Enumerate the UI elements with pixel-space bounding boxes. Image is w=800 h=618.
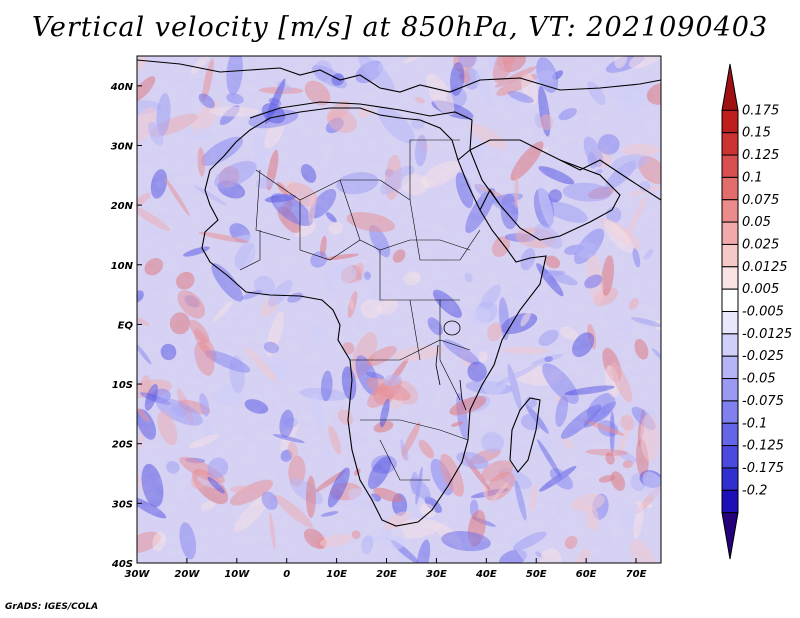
colorbar-segment [721, 154, 739, 178]
colorbar-segment [721, 199, 739, 223]
colorbar-segment [721, 311, 739, 335]
mediterranean-coastline [249, 101, 473, 151]
y-tick-label: 30S [112, 499, 133, 510]
footer-credit: GrADS: IGES/COLA [5, 602, 99, 612]
red-sea-coastline [457, 149, 501, 211]
colorbar-segment [721, 467, 739, 491]
map-area [137, 56, 661, 563]
colorbar-segment [721, 355, 739, 380]
colorbar-segment [721, 243, 739, 268]
colorbar-segment [721, 288, 739, 312]
coastlines [137, 59, 661, 527]
colorbar-label: 0.15 [742, 126, 771, 141]
colorbar-segment [721, 176, 739, 201]
colorbar-segment [721, 132, 739, 156]
colorbar-label: -0.0125 [742, 327, 792, 342]
y-tick-label: 40N [110, 82, 134, 93]
colorbar-label: 0.005 [742, 282, 779, 297]
colorbar-label: 0.125 [742, 148, 779, 163]
colorbar-label: 0.05 [742, 215, 771, 230]
x-tick-label: 20E [376, 569, 397, 580]
colorbar-label: 0.025 [742, 237, 779, 252]
lakes [435, 320, 467, 411]
texture-overlay [137, 56, 661, 563]
colorbar-label: -0.05 [742, 372, 776, 387]
colorbar-label: -0.075 [742, 394, 784, 409]
y-axis: 40N 30N 20N 10N EQ 10S 20S 30S 40S [110, 82, 142, 570]
colorbar-label: -0.005 [742, 305, 784, 320]
colorbar-label: -0.1 [742, 416, 767, 431]
x-tick-label: 60E [576, 569, 597, 580]
colorbar-label: 0.1 [742, 170, 763, 185]
colorbar-segment [721, 266, 739, 290]
colorbar-segment [721, 400, 739, 424]
colorbar-segment [721, 445, 739, 469]
map-frame [136, 55, 662, 564]
chart-title: Vertical velocity [m/s] at 850hPa, VT: 2… [31, 12, 769, 43]
y-tick-label: 20N [111, 201, 134, 212]
lake-victoria [443, 320, 461, 336]
arabia-coastline [469, 139, 621, 241]
x-tick-label: 30E [426, 569, 447, 580]
x-tick-label: 50E [526, 569, 547, 580]
y-tick-label: 10S [112, 380, 133, 391]
colorbar-label: -0.125 [742, 439, 784, 454]
colorbar-segment [721, 63, 739, 111]
colorbar-label: 0.075 [742, 193, 779, 208]
x-tick-label: 0 [283, 569, 290, 580]
x-tick-label: 20W [174, 569, 200, 580]
colorbar-segment [721, 422, 739, 447]
colorbar: 0.175 0.15 0.125 0.1 0.075 0.05 0.025 0.0125 0.0… [721, 63, 792, 560]
country-borders [239, 139, 481, 481]
colorbar-label: -0.2 [742, 483, 767, 498]
colorbar-label: -0.175 [742, 461, 784, 476]
colorbar-label: 0.0125 [742, 260, 788, 275]
y-tick-label: 40S [111, 559, 133, 570]
y-tick-label: 10N [111, 261, 134, 272]
persian-gulf-coastline [559, 159, 661, 201]
lake-tanganyika [435, 344, 441, 386]
x-tick-label: 70E [626, 569, 647, 580]
colorbar-segment [721, 221, 739, 245]
colorbar-label: -0.025 [742, 349, 784, 364]
y-tick-label: 20S [112, 440, 133, 451]
colorbar-label: 0.175 [742, 103, 779, 118]
y-tick-label: EQ [118, 320, 134, 331]
africa-coastline [201, 107, 547, 527]
colorbar-segment [721, 489, 739, 514]
border-lines [239, 139, 481, 481]
lake-malawi [459, 379, 467, 411]
colorbar-segment [721, 378, 739, 402]
madagascar-coastline [509, 397, 541, 473]
x-axis: 30W 20W 10W 0 10E 20E 30E 40E 50E 60E 70E [125, 558, 647, 580]
europe-coastline [137, 59, 661, 93]
x-tick-label: 40E [475, 569, 497, 580]
colorbar-segment [721, 333, 739, 357]
x-tick-label: 10E [326, 569, 347, 580]
y-tick-label: 30N [111, 141, 134, 152]
x-tick-label: 10W [224, 569, 250, 580]
x-tick-label: 30W [125, 569, 151, 580]
colorbar-segment [721, 109, 739, 134]
colorbar-segment [721, 512, 739, 560]
